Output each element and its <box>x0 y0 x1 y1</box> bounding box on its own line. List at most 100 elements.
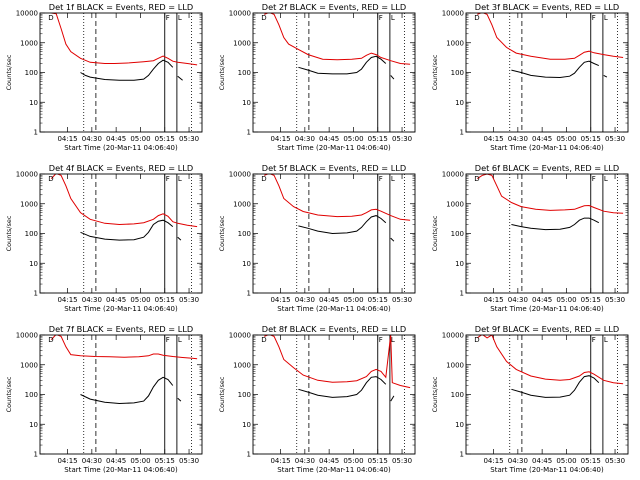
chart-det-8: Det 8f BLACK = Events, RED = LLD Counts/s… <box>218 324 416 474</box>
y-axis-label: Counts/sec <box>5 215 13 251</box>
plot-area <box>50 174 198 293</box>
y-tick-label: 1000 <box>446 200 464 208</box>
y-tick-label: 1000 <box>20 39 38 47</box>
events-series-line <box>177 75 183 81</box>
events-series-line <box>298 376 387 398</box>
lld-series-line <box>51 13 198 66</box>
y-tick-label: 100 <box>451 391 464 399</box>
flag-label: F <box>592 336 596 344</box>
y-tick-label: 1 <box>247 129 251 137</box>
lld-series-line <box>264 335 411 389</box>
x-tick-label: 05:30 <box>179 135 199 143</box>
x-axis-label: Start Time (20-Mar-11 04:06:40) <box>277 466 391 474</box>
chart-title: Det 6f BLACK = Events, RED = LLD <box>475 163 619 173</box>
flag-label: L <box>178 14 182 22</box>
y-axis-label: Counts/sec <box>218 54 226 90</box>
y-tick-label: 1 <box>247 451 251 459</box>
y-tick-label: 10 <box>242 260 251 268</box>
x-tick-label: 04:45 <box>319 135 339 143</box>
x-tick-label: 05:30 <box>605 457 625 465</box>
y-tick-label: 10000 <box>442 171 464 179</box>
flag-label: L <box>604 336 608 344</box>
lld-series-line <box>477 335 624 385</box>
y-axis-label: Counts/sec <box>5 54 13 90</box>
x-axis-label: Start Time (20-Mar-11 04:06:40) <box>64 466 178 474</box>
x-tick-label: 04:30 <box>82 296 102 304</box>
flag-label: D <box>48 336 53 344</box>
y-tick-label: 1000 <box>446 39 464 47</box>
x-tick-label: 04:45 <box>106 135 126 143</box>
flag-label: L <box>604 14 608 22</box>
y-tick-label: 100 <box>25 69 38 77</box>
y-tick-label: 100 <box>451 69 464 77</box>
flag-label: D <box>48 175 53 183</box>
x-tick-label: 04:30 <box>82 135 102 143</box>
plot-area <box>477 335 624 454</box>
chart-det-2: Det 2f BLACK = Events, RED = LLD Counts/s… <box>218 2 416 152</box>
flag-label: F <box>379 175 383 183</box>
events-series-line <box>603 74 608 78</box>
flag-label: D <box>48 14 53 22</box>
flag-label: D <box>261 14 266 22</box>
x-tick-label: 04:15 <box>270 457 290 465</box>
x-tick-label: 04:15 <box>57 296 77 304</box>
flag-label: F <box>166 336 170 344</box>
y-tick-label: 1000 <box>446 361 464 369</box>
x-tick-label: 04:15 <box>270 296 290 304</box>
lld-series-line <box>264 174 411 221</box>
flag-label: F <box>166 175 170 183</box>
y-tick-label: 1000 <box>20 200 38 208</box>
chart-det-3: Det 3f BLACK = Events, RED = LLD Counts/s… <box>431 2 629 152</box>
y-tick-label: 100 <box>25 391 38 399</box>
chart-det-9: Det 9f BLACK = Events, RED = LLD Counts/s… <box>431 324 629 474</box>
y-tick-label: 10000 <box>229 10 251 18</box>
x-tick-label: 05:00 <box>130 135 150 143</box>
y-tick-label: 1000 <box>20 361 38 369</box>
flag-label: F <box>592 14 596 22</box>
flag-label: L <box>178 175 182 183</box>
flag-label: F <box>379 14 383 22</box>
y-tick-label: 1 <box>34 129 38 137</box>
x-tick-label: 05:00 <box>556 296 576 304</box>
y-tick-label: 10 <box>29 99 38 107</box>
chart-title: Det 7f BLACK = Events, RED = LLD <box>49 324 193 334</box>
flag-label: D <box>261 336 266 344</box>
flag-label: L <box>178 336 182 344</box>
plot-area <box>264 13 411 132</box>
y-tick-label: 1000 <box>233 39 251 47</box>
x-tick-label: 04:15 <box>57 135 77 143</box>
lld-series-line <box>477 13 624 60</box>
y-tick-label: 100 <box>451 230 464 238</box>
y-tick-label: 1 <box>34 290 38 298</box>
x-tick-label: 04:15 <box>270 135 290 143</box>
y-tick-label: 1 <box>34 451 38 459</box>
x-tick-label: 05:30 <box>392 135 412 143</box>
events-series-line <box>80 219 174 241</box>
plot-area <box>51 13 198 132</box>
y-tick-label: 1000 <box>233 200 251 208</box>
events-series-line <box>390 75 395 80</box>
x-tick-label: 05:30 <box>605 296 625 304</box>
plot-frame <box>465 334 629 455</box>
x-axis-label: Start Time (20-Mar-11 04:06:40) <box>277 144 391 152</box>
x-tick-label: 04:30 <box>295 457 315 465</box>
x-tick-label: 05:00 <box>343 457 363 465</box>
flag-label: L <box>391 14 395 22</box>
flag-label: D <box>474 175 479 183</box>
x-tick-label: 04:30 <box>82 457 102 465</box>
flag-label: L <box>391 336 395 344</box>
chart-title: Det 3f BLACK = Events, RED = LLD <box>475 2 619 12</box>
plot-area <box>477 174 624 293</box>
events-series-line <box>177 397 182 402</box>
x-tick-label: 05:15 <box>155 457 175 465</box>
chart-title: Det 5f BLACK = Events, RED = LLD <box>262 163 406 173</box>
events-series-line <box>511 60 600 79</box>
x-tick-label: 05:00 <box>130 296 150 304</box>
x-tick-label: 05:15 <box>581 135 601 143</box>
y-tick-label: 1000 <box>233 361 251 369</box>
y-axis-label: Counts/sec <box>431 215 439 251</box>
lld-series-line <box>264 13 411 65</box>
x-tick-label: 05:15 <box>368 457 388 465</box>
lld-series-line <box>477 174 624 214</box>
